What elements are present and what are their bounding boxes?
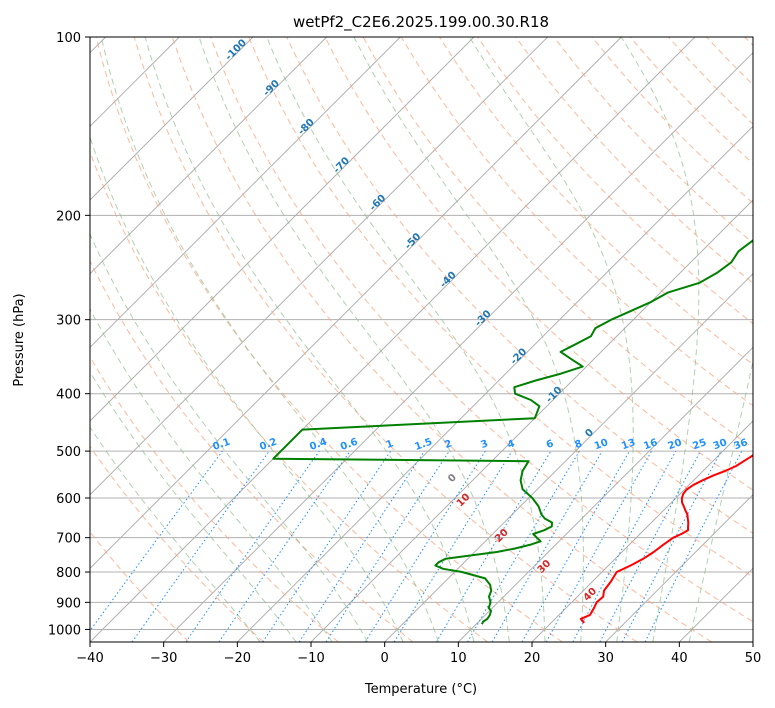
moist-adiabat (266, 37, 546, 642)
x-tick-label: −10 (297, 651, 324, 666)
chart-title: wetPf2_C2E6.2025.199.00.30.R18 (293, 13, 549, 32)
dry-adiabat (248, 37, 753, 578)
y-tick-label: 100 (56, 31, 81, 46)
mixing-ratio-label: 25 (691, 437, 708, 452)
mixing-ratio-label: 6 (545, 438, 555, 451)
isotherm-gridline (605, 493, 753, 642)
x-tick-label: 50 (745, 651, 762, 666)
mixing-ratio-line (90, 450, 223, 632)
moist-adiabat (353, 37, 584, 642)
isotherm-gridline (384, 272, 753, 642)
isotherm-gridline (90, 37, 401, 349)
mixing-ratio-label: 3 (479, 438, 489, 451)
x-axis-label: Temperature (°C) (364, 682, 477, 697)
isotherm-gridline (90, 37, 475, 422)
y-tick-label: 600 (56, 492, 81, 507)
mixing-ratio-line (185, 450, 320, 642)
moist-adiabat (620, 37, 700, 642)
dry-adiabat (133, 37, 638, 642)
y-tick-label: 300 (56, 314, 81, 329)
y-tick-label: 900 (56, 596, 81, 611)
mixing-ratio-label: 4 (506, 438, 516, 451)
isotherm-gridline (457, 346, 753, 642)
moist-adiabat (90, 370, 297, 642)
x-tick-label: 10 (450, 651, 467, 666)
moist-adiabat (198, 37, 510, 642)
y-tick-label: 800 (56, 566, 81, 581)
y-axis-label: Pressure (hPa) (12, 293, 27, 386)
isotherm-gridline (90, 37, 328, 275)
isotherm-gridline (90, 37, 622, 570)
mixing-ratio-line (325, 450, 450, 642)
moist-adiabat (100, 37, 439, 642)
mixing-ratio-label: 30 (712, 437, 729, 452)
dry-adiabat (90, 259, 414, 642)
mixing-ratio-line (521, 450, 630, 642)
moist-adiabat (90, 135, 404, 642)
x-tick-label: 0 (381, 651, 389, 666)
moist-adiabat (90, 232, 369, 642)
dry-adiabat (515, 37, 753, 284)
moist-adiabat (144, 37, 475, 642)
dry-adiabat (171, 37, 712, 642)
background-lines (90, 37, 753, 642)
dry-adiabat (324, 37, 753, 491)
mixing-ratio-line (262, 450, 392, 642)
moist-adiabat (90, 308, 333, 642)
mixing-ratio-line (218, 450, 351, 642)
dry-adiabat (210, 37, 753, 623)
x-tick-label: 30 (597, 651, 614, 666)
mixing-ratio-label: 13 (620, 437, 637, 452)
mixing-ratio-label: 8 (573, 438, 583, 451)
mixing-ratio-label: 20 (667, 437, 684, 452)
moist-adiabat (90, 426, 261, 642)
x-tick-label: 40 (671, 651, 688, 666)
x-tick-label: −20 (224, 651, 251, 666)
isotherm-gridline (163, 51, 753, 642)
mixing-ratio-label: 10 (593, 437, 610, 452)
isotherm-gridline (90, 37, 254, 201)
mixing-ratio-line (572, 450, 677, 642)
mixing-ratio-line (298, 450, 425, 642)
plot-frame (89, 36, 754, 643)
y-tick-label: 700 (56, 532, 81, 547)
mixing-ratio-label: 36 (733, 437, 750, 452)
y-tick-label: 400 (56, 388, 81, 403)
isotherm-gridline (90, 37, 549, 496)
mixing-ratio-line (545, 450, 653, 642)
y-tick-label: 200 (56, 209, 81, 224)
dry-adiabat (90, 445, 264, 642)
isotherm-gridline (531, 420, 753, 642)
x-tick-label: −40 (76, 651, 103, 666)
isotherm-gridline (90, 37, 696, 642)
x-tick-label: 20 (524, 651, 541, 666)
temperature-profile (579, 453, 753, 624)
x-tick-label: −30 (150, 651, 177, 666)
axes: −40 −30 −20 −10 0 10 20 30 40 50 100 200 300 400 500 60… (48, 31, 761, 666)
dry-adiabat (95, 37, 563, 642)
moist-adiabat (688, 358, 753, 642)
mixing-ratio-line (131, 450, 270, 642)
dry-adiabat (286, 37, 753, 534)
sounding-traces (272, 239, 753, 625)
mixing-ratio-label: 16 (642, 437, 659, 452)
dry-adiabat (90, 356, 339, 642)
mixing-ratio-label: 2 (443, 438, 453, 451)
mixing-ratio-line (644, 450, 743, 642)
isotherm-gridline (236, 125, 753, 642)
y-tick-label: 500 (56, 445, 81, 460)
mixing-ratio-line (393, 450, 513, 642)
y-tick-label: 1000 (48, 623, 81, 638)
mixing-ratio-label: 1 (385, 438, 395, 451)
dewpoint-profile (272, 239, 753, 625)
